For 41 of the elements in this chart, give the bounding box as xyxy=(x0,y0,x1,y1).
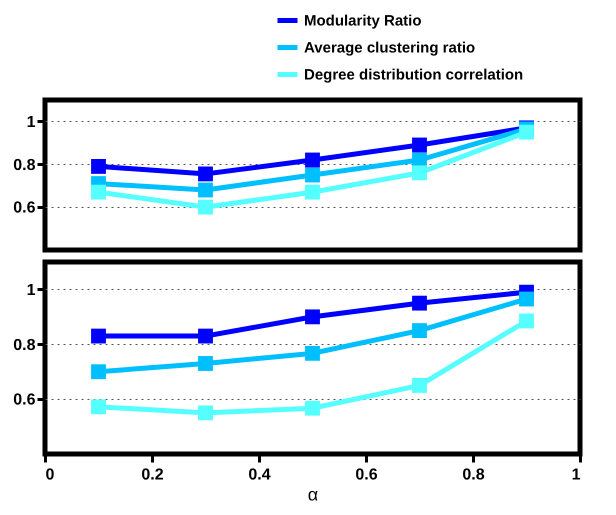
point xyxy=(412,138,427,152)
point xyxy=(412,378,427,393)
y-tick-label: 0.8 xyxy=(13,336,36,354)
point xyxy=(305,346,320,361)
point xyxy=(412,296,427,311)
point xyxy=(198,328,213,344)
x-tick-label: 0.8 xyxy=(462,466,485,484)
y-tick-label: 0.6 xyxy=(13,200,36,217)
point xyxy=(412,323,427,338)
point xyxy=(305,152,320,168)
legend-label: Degree distribution correlation xyxy=(304,66,524,84)
point xyxy=(519,124,534,140)
point xyxy=(198,166,213,182)
point xyxy=(519,292,534,306)
point xyxy=(91,159,106,174)
x-tick-label: 0.2 xyxy=(141,466,164,484)
point xyxy=(91,328,106,344)
legend-label: Modularity Ratio xyxy=(304,12,422,30)
point xyxy=(305,400,320,416)
x-axis-title: α xyxy=(308,484,318,504)
point xyxy=(198,405,213,420)
y-tick-label: 0.6 xyxy=(13,392,36,409)
y-tick-label: 1 xyxy=(26,114,36,131)
x-tick-label: 0.6 xyxy=(355,466,378,484)
point xyxy=(198,200,213,215)
point xyxy=(198,356,213,371)
point xyxy=(91,184,106,200)
x-tick-label: 0.4 xyxy=(248,466,271,484)
point xyxy=(519,314,534,328)
legend-label: Average clustering ratio xyxy=(304,40,476,56)
y-tick-label: 0.8 xyxy=(13,156,36,174)
x-tick-label: 1 xyxy=(572,466,581,484)
y-tick-label: 1 xyxy=(26,282,36,299)
point xyxy=(305,184,320,200)
point xyxy=(198,182,213,198)
point xyxy=(91,364,106,380)
point xyxy=(412,165,427,180)
point xyxy=(91,399,106,414)
x-tick-label: 0 xyxy=(46,466,54,484)
point xyxy=(305,309,320,324)
point xyxy=(305,168,320,182)
